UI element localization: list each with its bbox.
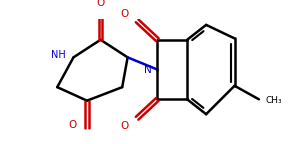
Text: O: O bbox=[121, 121, 129, 131]
Text: O: O bbox=[96, 0, 105, 8]
Text: O: O bbox=[68, 120, 76, 130]
Text: O: O bbox=[121, 9, 129, 19]
Text: N: N bbox=[144, 65, 152, 75]
Text: CH₃: CH₃ bbox=[266, 96, 282, 105]
Text: NH: NH bbox=[51, 50, 66, 60]
